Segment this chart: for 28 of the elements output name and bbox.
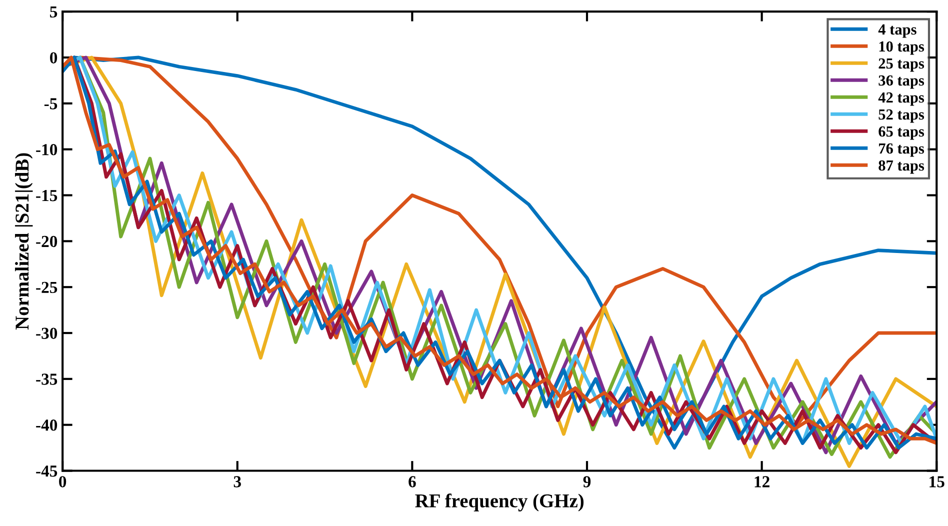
- y-tick-label: -25: [36, 282, 58, 294]
- legend-label: 76 taps: [879, 143, 924, 157]
- y-tick-label: -10: [36, 144, 58, 156]
- y-tick-label: -35: [36, 374, 58, 385]
- legend-label: 25 taps: [878, 58, 924, 72]
- y-tick-label: -5: [44, 98, 58, 110]
- x-tick-label: 12: [754, 476, 770, 488]
- y-tick-label: -15: [36, 190, 58, 202]
- legend-label: 4 taps: [878, 24, 916, 38]
- x-tick-label: 0: [59, 476, 66, 488]
- x-tick-label: 9: [583, 476, 591, 488]
- legend-label: 87 taps: [878, 160, 924, 174]
- x-tick-label: 6: [408, 476, 416, 488]
- y-tick-label: -40: [36, 420, 58, 431]
- y-axis-title: Normalized |S21|(dB): [15, 153, 33, 330]
- x-tick-label: 3: [234, 476, 241, 488]
- x-tick-label: 15: [930, 476, 944, 488]
- y-tick-label: 5: [50, 6, 58, 18]
- x-axis-title: RF frequency (GHz): [415, 494, 584, 512]
- legend-label: 36 taps: [878, 75, 924, 89]
- y-tick-label: 0: [50, 52, 58, 64]
- legend-label: 10 taps: [879, 41, 924, 55]
- y-tick-label: -20: [36, 236, 58, 248]
- legend-label: 52 taps: [878, 109, 924, 123]
- y-tick-label: -30: [36, 328, 58, 339]
- legend-label: 65 taps: [878, 126, 924, 140]
- legend-label: 42 taps: [878, 92, 924, 106]
- y-tick-label: -45: [36, 466, 58, 477]
